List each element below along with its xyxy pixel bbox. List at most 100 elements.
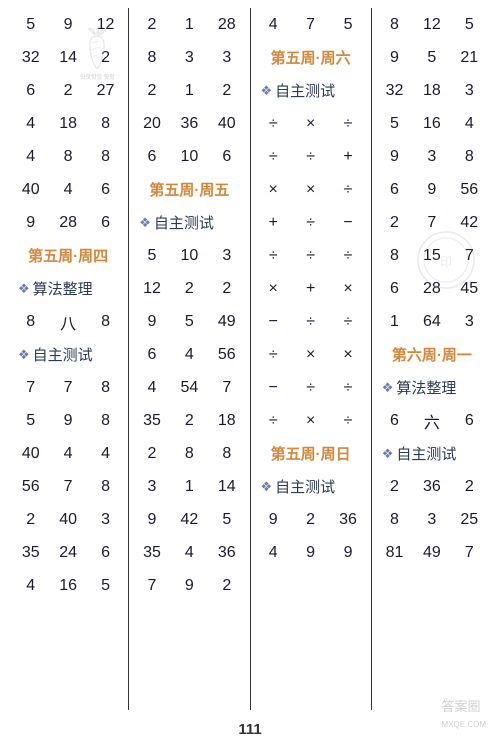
data-row: 5103	[133, 239, 245, 272]
data-row: 4188	[12, 107, 124, 140]
data-row: 938	[376, 140, 488, 173]
data-row: ×+×	[255, 272, 367, 305]
data-cell: ÷	[329, 313, 366, 331]
data-row: 833	[133, 41, 245, 74]
section-subheading: ❖自主测试	[12, 338, 124, 371]
data-cell: 18	[49, 115, 86, 133]
data-cell: ÷	[329, 247, 366, 265]
data-row: 1222	[133, 272, 245, 305]
data-cell: ÷	[329, 181, 366, 199]
data-row: ÷××	[255, 338, 367, 371]
data-cell: ×	[255, 181, 292, 199]
data-cell: 5	[208, 511, 245, 529]
data-cell: 8	[376, 16, 413, 34]
data-cell: 8	[171, 445, 208, 463]
data-cell: +	[329, 148, 366, 166]
data-cell: 8	[49, 148, 86, 166]
data-cell: 2	[171, 280, 208, 298]
data-cell: ÷	[292, 148, 329, 166]
data-cell: 4	[451, 115, 488, 133]
data-cell: 56	[451, 181, 488, 199]
data-row: 9549	[133, 305, 245, 338]
data-row: 5164	[376, 107, 488, 140]
data-row: 8八8	[12, 305, 124, 338]
data-cell: 6	[87, 181, 124, 199]
data-cell: +	[255, 214, 292, 232]
data-cell: 3	[171, 49, 208, 67]
data-cell: 4	[171, 346, 208, 364]
subheading-text: 自主测试	[154, 212, 214, 233]
data-cell: 3	[451, 313, 488, 331]
data-cell: 32	[12, 49, 49, 67]
data-cell: 40	[49, 511, 86, 529]
data-cell: 64	[413, 313, 450, 331]
data-cell: 5	[87, 577, 124, 595]
data-row: 4044	[12, 437, 124, 470]
data-cell: 8	[87, 478, 124, 496]
data-cell: 2	[133, 445, 170, 463]
data-cell: 28	[208, 16, 245, 34]
data-cell: 5	[171, 313, 208, 331]
data-row: 4165	[12, 569, 124, 602]
data-row: 792	[133, 569, 245, 602]
data-cell: 10	[171, 148, 208, 166]
data-cell: 4	[12, 115, 49, 133]
data-cell: 14	[208, 478, 245, 496]
diamond-icon: ❖	[139, 215, 151, 231]
data-row: ÷×÷	[255, 404, 367, 437]
data-cell: 49	[208, 313, 245, 331]
data-cell: ÷	[255, 148, 292, 166]
content-column: 5912321426227418848840469286第五周·周四❖算法整理8…	[8, 8, 129, 710]
data-cell: 8	[87, 412, 124, 430]
data-cell: 5	[451, 16, 488, 34]
data-cell: ÷	[255, 247, 292, 265]
data-cell: 15	[413, 247, 450, 265]
data-row: 288	[133, 437, 245, 470]
data-cell: 4	[12, 148, 49, 166]
data-cell: 2	[12, 511, 49, 529]
data-cell: 8	[451, 148, 488, 166]
data-row: 9425	[133, 503, 245, 536]
diamond-icon: ❖	[261, 479, 273, 495]
data-cell: 25	[451, 511, 488, 529]
data-row: 35436	[133, 536, 245, 569]
data-cell: 28	[49, 214, 86, 232]
data-cell: ×	[292, 181, 329, 199]
data-cell: 2	[133, 16, 170, 34]
data-row: 35246	[12, 536, 124, 569]
data-cell: 4	[49, 181, 86, 199]
data-cell: 36	[171, 115, 208, 133]
data-cell: 35	[133, 412, 170, 430]
data-cell: 3	[208, 49, 245, 67]
data-cell: ÷	[255, 346, 292, 364]
data-cell: ÷	[329, 412, 366, 430]
data-cell: 12	[87, 16, 124, 34]
data-row: 475	[255, 8, 367, 41]
data-cell: 28	[413, 280, 450, 298]
data-row: 9521	[376, 41, 488, 74]
data-row: −÷÷	[255, 305, 367, 338]
data-cell: 56	[208, 346, 245, 364]
diamond-icon: ❖	[18, 281, 30, 297]
data-cell: 18	[413, 82, 450, 100]
data-cell: 9	[133, 511, 170, 529]
data-cell: 八	[49, 310, 86, 334]
data-cell: 9	[329, 544, 366, 562]
data-row: 32142	[12, 41, 124, 74]
data-cell: 2	[133, 82, 170, 100]
data-cell: ÷	[329, 379, 366, 397]
data-cell: −	[255, 379, 292, 397]
data-cell: 4	[133, 379, 170, 397]
data-cell: −	[329, 214, 366, 232]
data-cell: 3	[87, 511, 124, 529]
data-row: 9286	[12, 206, 124, 239]
data-cell: 54	[171, 379, 208, 397]
data-cell: 40	[12, 181, 49, 199]
data-cell: 1	[171, 478, 208, 496]
data-cell: 36	[413, 478, 450, 496]
data-cell: 8	[208, 445, 245, 463]
week-heading: 第五周·周四	[12, 239, 124, 272]
data-row: 32183	[376, 74, 488, 107]
data-cell: 42	[451, 214, 488, 232]
subheading-text: 算法整理	[33, 278, 93, 299]
